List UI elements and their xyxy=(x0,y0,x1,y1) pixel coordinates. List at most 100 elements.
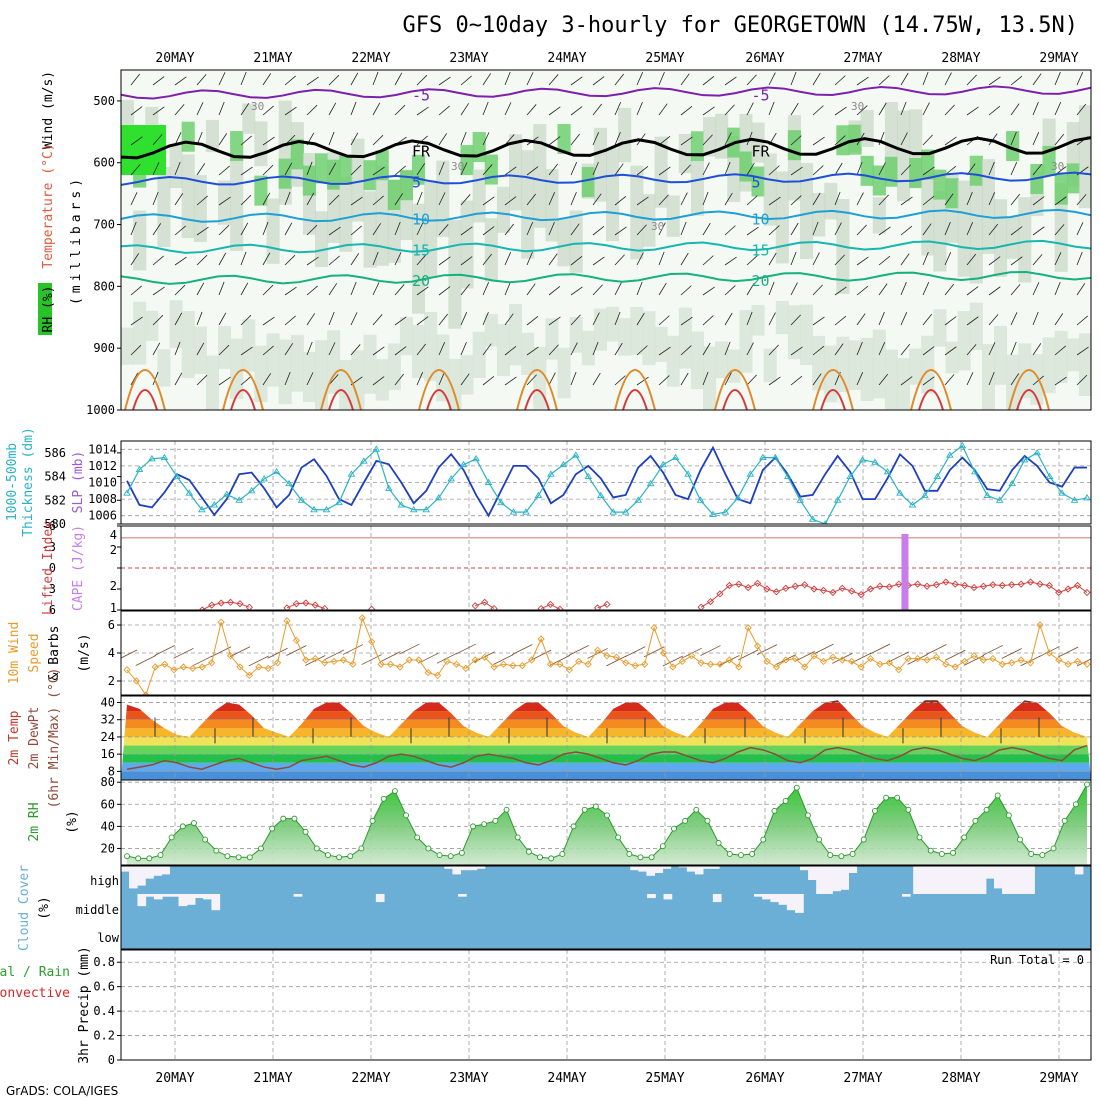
wind-barb xyxy=(680,252,689,266)
wind-barb xyxy=(834,343,844,356)
wind-barb xyxy=(284,162,293,176)
surface-barb xyxy=(323,649,345,661)
wind-speed-point xyxy=(537,635,545,643)
rh-band xyxy=(181,154,195,239)
lifted-index-point xyxy=(368,605,376,610)
wind-barb xyxy=(438,342,446,356)
wind-barb xyxy=(636,224,647,236)
wind-barb xyxy=(702,342,711,356)
wind-barb xyxy=(878,102,887,116)
surface-barb xyxy=(192,655,213,667)
wind-barb xyxy=(152,106,165,116)
lifted-index-point xyxy=(302,599,310,607)
rh-band-moist xyxy=(945,178,959,209)
wind-speed-point xyxy=(556,660,564,668)
rh-band-low xyxy=(666,335,680,387)
wind-barb xyxy=(240,71,247,86)
wind-barb xyxy=(812,316,825,326)
wind-barb xyxy=(372,346,385,356)
rh2m-point xyxy=(626,851,633,857)
wind-speed-point xyxy=(631,661,639,670)
wind-barb xyxy=(438,161,445,176)
rh-band-low xyxy=(242,319,256,372)
lifted-index-point xyxy=(725,581,733,590)
wind-barb xyxy=(416,191,423,206)
wind-barb xyxy=(944,193,954,206)
rh2m-point xyxy=(938,851,945,857)
wind-speed-point xyxy=(142,691,150,695)
surface-barb xyxy=(305,655,326,666)
cloud-level-label: middle xyxy=(76,903,119,917)
wind-speed-point xyxy=(876,660,884,668)
rh2m-point xyxy=(1005,812,1012,819)
temp-band xyxy=(121,711,1091,720)
y-tick-label: 586 xyxy=(44,446,66,460)
thickness-point xyxy=(522,508,530,515)
wind-barb xyxy=(284,286,297,296)
contour-label: 10 xyxy=(752,210,770,228)
wind-barb xyxy=(878,75,890,86)
wind-barb xyxy=(878,226,891,236)
rh2m-point xyxy=(135,855,142,862)
wind-barb xyxy=(526,374,537,386)
wind-barb xyxy=(900,164,911,176)
wind-barb xyxy=(812,105,824,116)
rh-band-low xyxy=(218,326,232,369)
lifted-index-point xyxy=(772,588,781,596)
wind-barb xyxy=(1054,313,1064,326)
thickness-point xyxy=(198,505,206,513)
rh-band xyxy=(994,199,1008,277)
wind-barb xyxy=(372,314,383,326)
thickness-point xyxy=(983,491,992,498)
hot-contour xyxy=(426,389,452,410)
wind-barb xyxy=(790,314,801,326)
wind-barb xyxy=(944,374,955,386)
wind-barb xyxy=(548,372,556,386)
wind-barb xyxy=(394,193,404,206)
wind-barb xyxy=(614,226,627,236)
rh-band-low xyxy=(654,326,668,362)
wind-barb xyxy=(416,372,424,386)
wind-barb xyxy=(240,282,249,296)
wind-barb xyxy=(878,342,886,356)
wind-barb xyxy=(790,346,803,356)
wind-barb xyxy=(900,196,913,206)
date-label-top: 21MAY xyxy=(253,51,292,66)
contour-label: -5 xyxy=(752,87,770,105)
wind-barb xyxy=(724,104,735,116)
y-tick-label: 40 xyxy=(101,695,115,709)
wind-barb xyxy=(878,283,888,296)
date-label-top: 20MAY xyxy=(155,51,194,66)
ylabel-thickness-2: Thickness (dm) xyxy=(21,427,36,537)
wind-barb xyxy=(174,372,183,386)
wind-barb xyxy=(350,72,359,86)
cloud-gap-bar xyxy=(832,866,841,892)
surface-barb xyxy=(832,653,853,664)
lifted-index-point xyxy=(593,604,602,610)
thickness-point xyxy=(721,508,730,515)
wind-barb xyxy=(614,102,622,116)
cloud-gap-bar xyxy=(1018,866,1027,894)
rh-band xyxy=(533,124,547,228)
date-label-bottom: 26MAY xyxy=(745,1071,784,1086)
upper-air-panel: -5 -5 FR FR 5 5 10 10 15 15 20 20 30 30 30 30 30 500 600 7… xyxy=(38,69,1092,417)
wind-barb xyxy=(218,344,230,356)
wind-barb xyxy=(680,316,693,326)
surface-barb xyxy=(361,654,382,665)
ylabel-temperature: Temperature (°C) xyxy=(41,143,56,268)
wind-speed-point xyxy=(575,657,583,666)
thickness-point xyxy=(646,479,655,487)
ylabel-lifted-index: Lifted Index xyxy=(41,521,56,615)
wind-speed-point xyxy=(857,663,865,671)
wind-barb xyxy=(570,223,580,236)
surface-barb xyxy=(813,643,834,655)
wind-speed-point xyxy=(226,652,235,660)
cloud-gap-bar xyxy=(1002,866,1011,894)
wind-barb xyxy=(460,75,472,86)
wind-barb xyxy=(592,225,605,236)
lifted-index-point xyxy=(236,600,244,608)
wind-barb xyxy=(1032,73,1042,86)
rh-band-moist xyxy=(921,149,935,180)
wind-barb xyxy=(130,164,141,176)
surface-barb xyxy=(342,644,364,655)
